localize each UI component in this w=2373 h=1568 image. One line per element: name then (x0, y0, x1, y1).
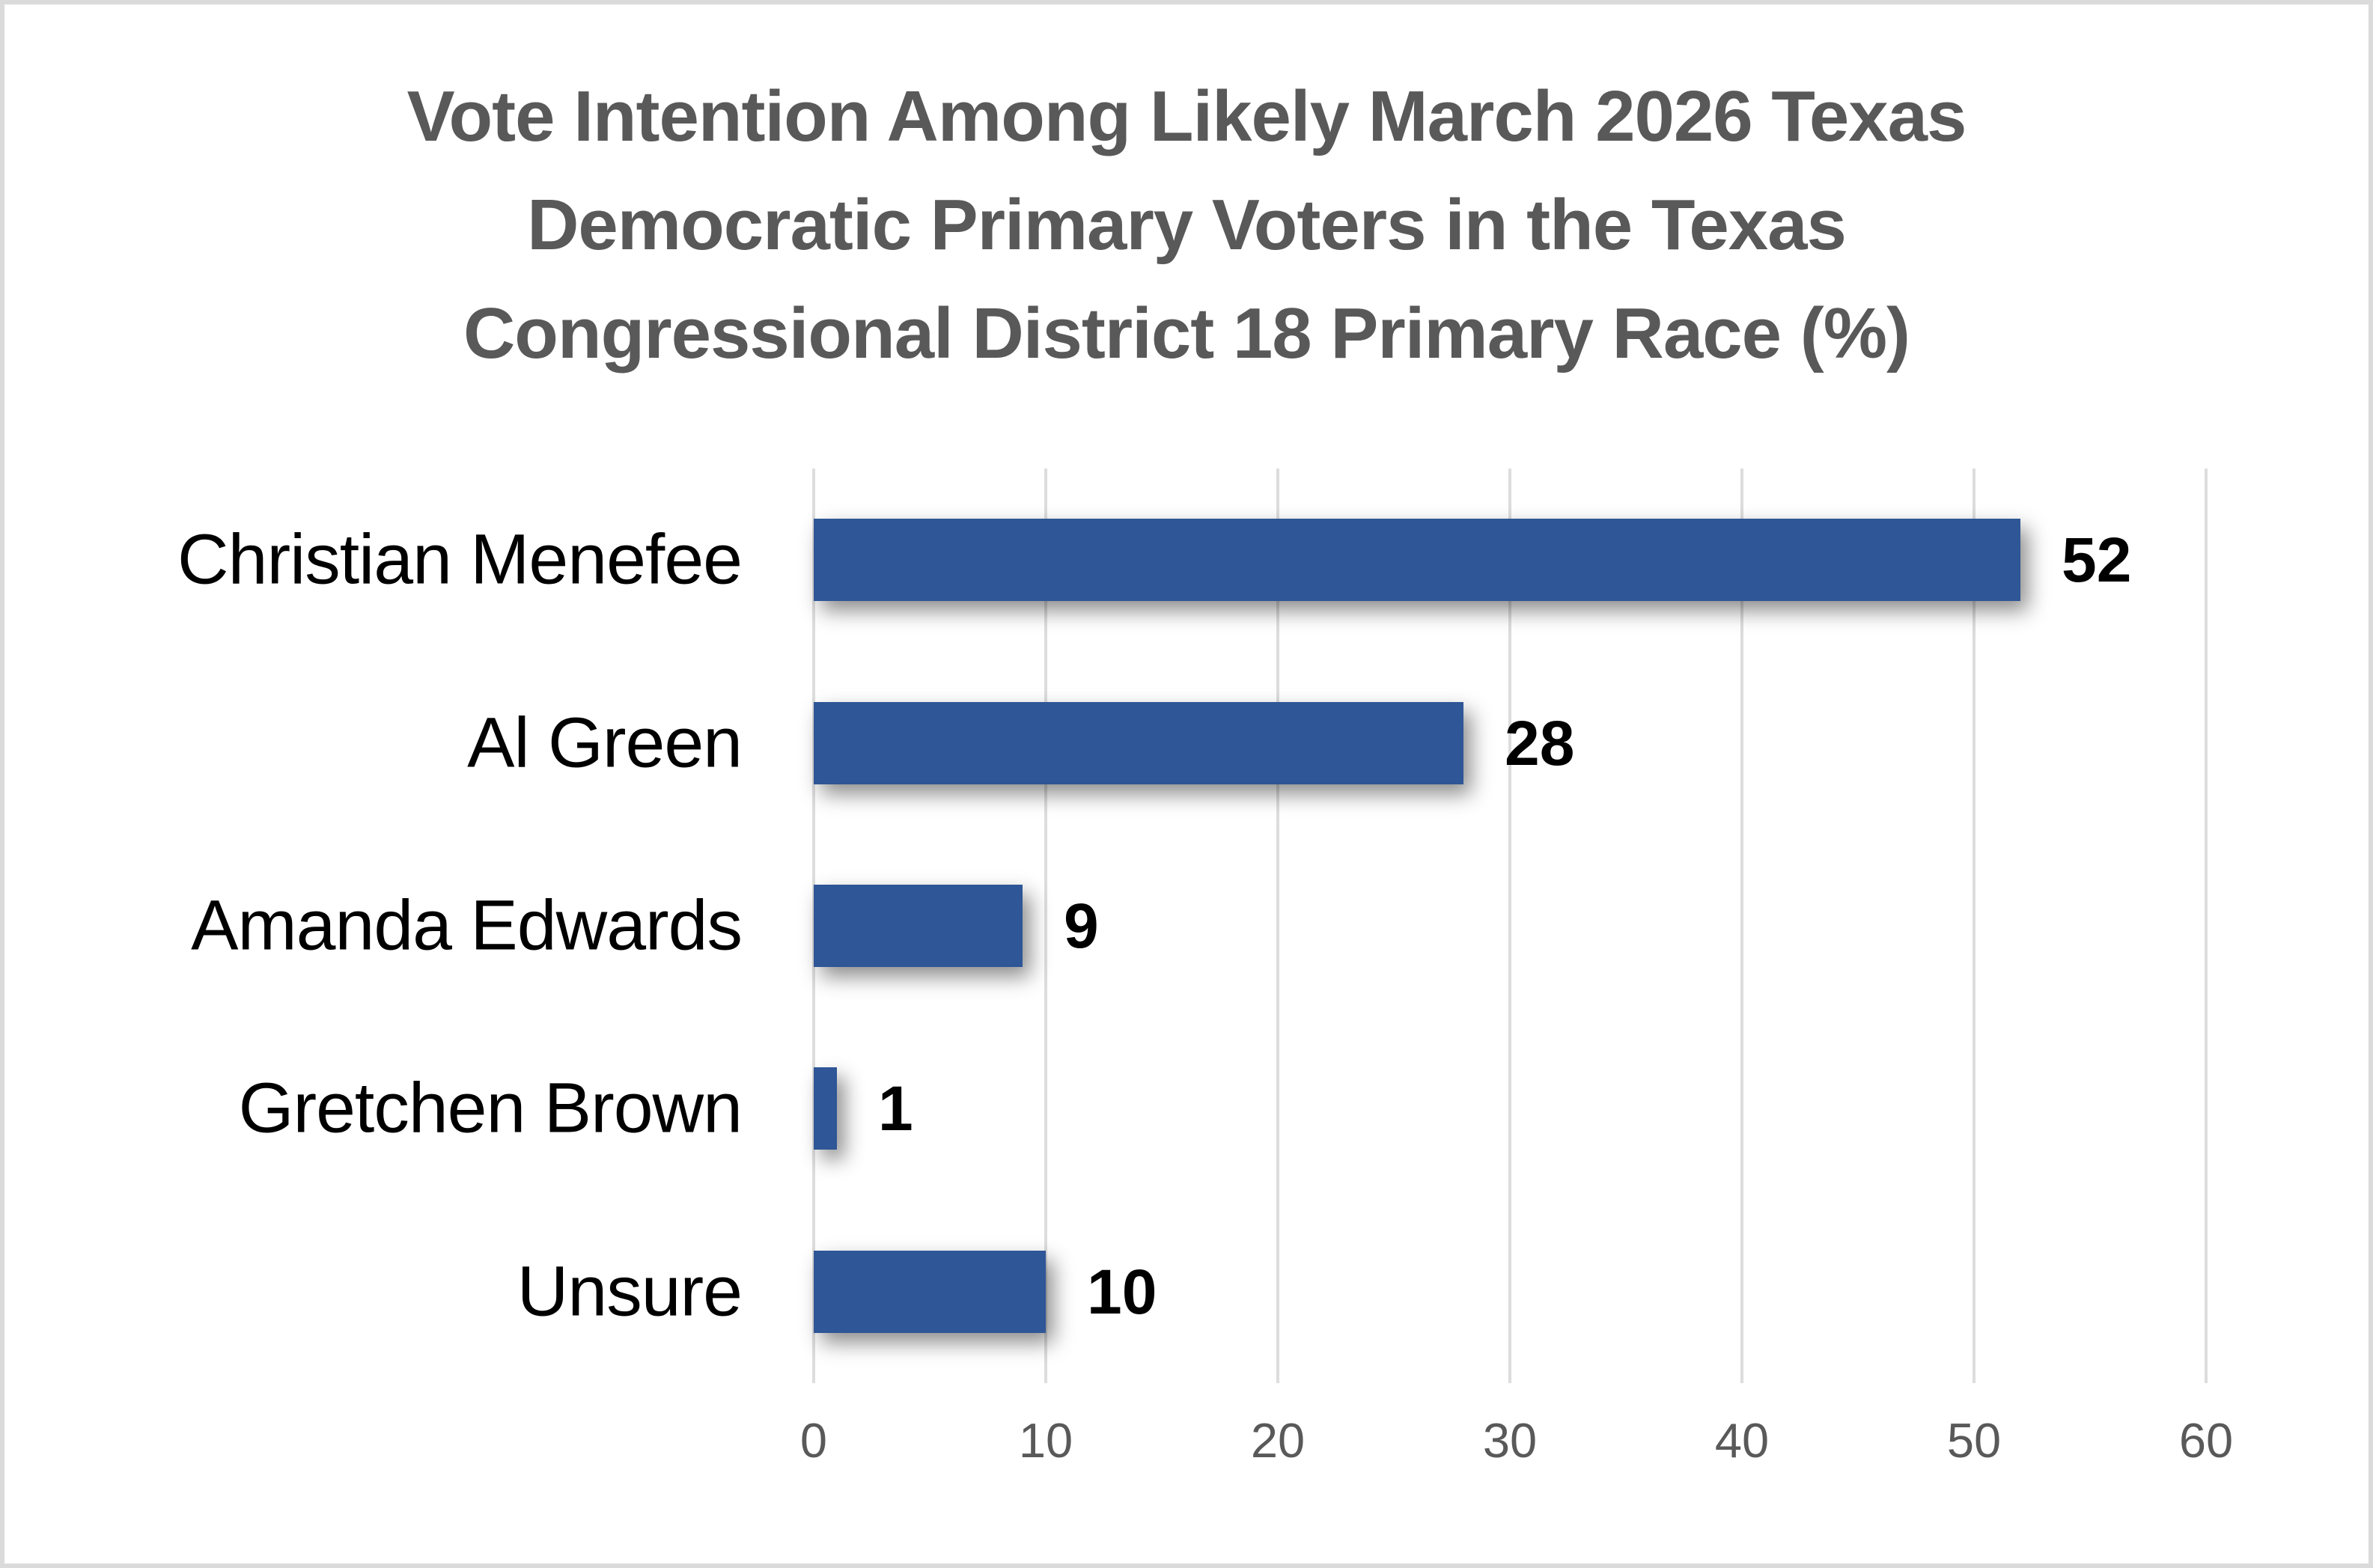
x-tick-label-30: 30 (1482, 1413, 1538, 1468)
value-label: 10 (1087, 1256, 1157, 1327)
gridline-x-10 (1044, 469, 1047, 1383)
gridline-x-60 (2205, 469, 2208, 1383)
gridline-x-50 (1973, 469, 1976, 1383)
bar (814, 885, 1023, 967)
category-label: Christian Menefee (177, 519, 743, 600)
category-label: Al Green (467, 703, 743, 783)
category-label: Unsure (517, 1251, 743, 1331)
x-tick-label-0: 0 (799, 1413, 828, 1468)
x-tick-label-10: 10 (1018, 1413, 1073, 1468)
x-tick-label-40: 40 (1714, 1413, 1770, 1468)
bar (814, 701, 1463, 784)
category-label: Gretchen Brown (238, 1068, 743, 1148)
chart-title: Vote Intention Among Likely March 2026 T… (4, 62, 2369, 388)
value-label: 52 (2062, 525, 2132, 596)
x-tick-label-20: 20 (1250, 1413, 1306, 1468)
bar (814, 519, 2020, 602)
chart-title-line-1: Vote Intention Among Likely March 2026 T… (406, 76, 1967, 156)
x-tick-label-60: 60 (2178, 1413, 2234, 1468)
gridline-x-20 (1276, 469, 1279, 1383)
value-label: 28 (1505, 707, 1575, 778)
chart-title-line-3: Congressional District 18 Primary Race (… (463, 293, 1910, 373)
gridline-x-30 (1508, 469, 1511, 1383)
bar (814, 1250, 1046, 1333)
plot-area: 0 10 20 30 40 50 60 Christian Menefee 52 Al Green… (4, 4, 2369, 1564)
x-tick-label-50: 50 (1946, 1413, 2002, 1468)
chart-title-line-2: Democratic Primary Voters in the Texas (527, 185, 1847, 265)
value-label: 1 (878, 1073, 913, 1144)
bar (814, 1067, 837, 1150)
value-label: 9 (1064, 891, 1099, 961)
category-label: Amanda Edwards (191, 885, 743, 965)
gridline-x-40 (1740, 469, 1743, 1383)
